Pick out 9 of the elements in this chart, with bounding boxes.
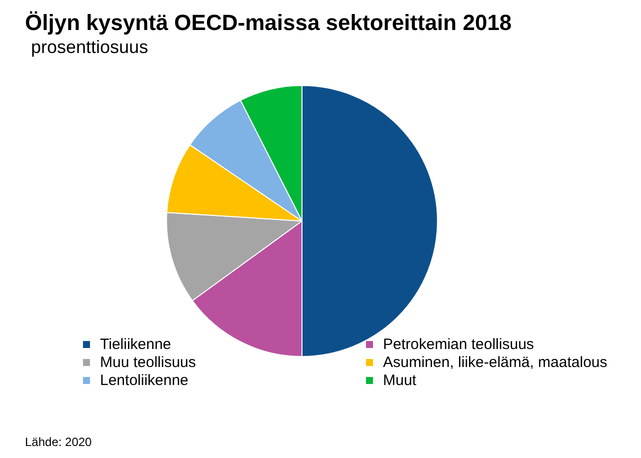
- legend-label: Petrokemian teollisuus: [383, 336, 534, 352]
- text: Lähde: 2020: [25, 435, 92, 449]
- legend-label: Tieliikenne: [100, 336, 172, 352]
- legend-label: Muu teollisuus: [100, 354, 196, 370]
- chart-subtitle: prosenttiosuus: [31, 37, 148, 58]
- chart-title: Öljyn kysyntä OECD-maissa sektoreittain 2018: [25, 10, 512, 36]
- legend-label: Asuminen, liike-elämä, maatalous: [383, 354, 608, 370]
- legend-label: Muut: [383, 372, 416, 388]
- legend-label: Lentoliikenne: [100, 372, 188, 388]
